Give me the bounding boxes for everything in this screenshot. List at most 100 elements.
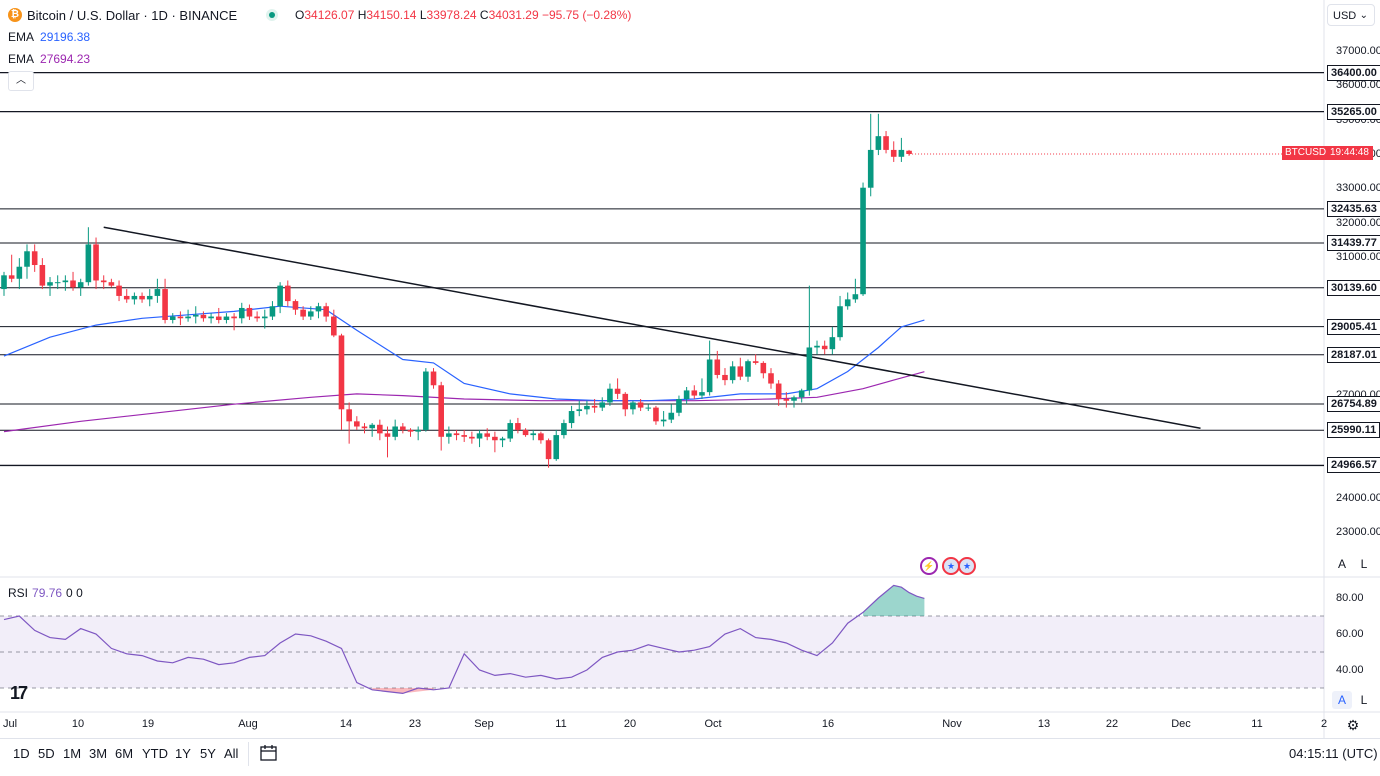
candle-body	[169, 316, 176, 320]
time-axis-label: Nov	[942, 718, 962, 730]
time-axis-label: Dec	[1171, 718, 1191, 730]
timeframe-button-3m[interactable]: 3M	[89, 746, 108, 761]
candle-body	[292, 301, 299, 310]
rsi-auto-scale-button[interactable]: A	[1332, 691, 1352, 709]
candle-body	[215, 316, 222, 320]
candle-body	[177, 316, 184, 319]
candle-body	[246, 307, 253, 317]
candle-body	[668, 412, 675, 420]
candle-body	[139, 295, 145, 300]
rsi-band	[0, 616, 1324, 688]
ohlc-close-label: C	[479, 8, 489, 22]
candle-body	[131, 295, 138, 300]
candle-body	[31, 251, 38, 266]
timeframe-button-5y[interactable]: 5Y	[200, 746, 216, 761]
level-price-tag: 26754.89	[1327, 395, 1380, 412]
candle-body	[8, 275, 15, 279]
price-axis-label: 23000.00	[1336, 526, 1380, 538]
auto-scale-button[interactable]: A	[1337, 557, 1346, 571]
symbol-price-tag: BTCUSD	[1282, 146, 1330, 160]
timeframe-button-1d[interactable]: 1D	[13, 746, 30, 761]
settings-gear-icon[interactable]: ⚙	[1346, 717, 1360, 733]
candle-body	[745, 361, 751, 377]
candle-body	[407, 429, 414, 432]
candle-body	[676, 399, 682, 413]
utc-clock[interactable]: 04:15:11 (UTC)	[1289, 746, 1378, 761]
candle-body	[653, 407, 659, 422]
candle-body	[837, 306, 843, 338]
candle-body	[683, 390, 690, 400]
tradingview-logo[interactable]: 17	[10, 683, 28, 703]
symbol-title[interactable]: Bitcoin / U.S. Dollar · 1D · BINANCE	[27, 8, 238, 23]
ohlc-high-label: H	[357, 8, 367, 22]
trend-line	[103, 226, 1201, 429]
candle-body	[760, 362, 767, 374]
time-axis-label: 10	[71, 718, 85, 730]
timeframe-button-all[interactable]: All	[224, 746, 239, 761]
candle-body	[146, 295, 153, 300]
candle-body	[438, 385, 444, 437]
candle-body	[507, 423, 514, 439]
candle-body	[261, 316, 268, 319]
candle-body	[461, 435, 467, 437]
candle-body	[829, 337, 836, 350]
candle-body	[93, 244, 99, 281]
candle-body	[752, 361, 759, 363]
timeframe-button-5d[interactable]: 5D	[38, 746, 55, 761]
candle-body	[492, 436, 498, 441]
calendar-icon[interactable]	[259, 744, 279, 762]
currency-value: USD	[1333, 10, 1357, 22]
currency-select[interactable]: USD ⌄	[1327, 4, 1375, 26]
log-scale-button[interactable]: L	[1360, 557, 1368, 571]
ema-legend-fast[interactable]: EMA 29196.38	[8, 30, 90, 44]
candle-body	[369, 424, 375, 429]
us-flag-icon[interactable]: ★	[942, 557, 960, 575]
candle-body	[791, 397, 797, 401]
candle-body	[515, 423, 521, 430]
rsi-log-scale-button[interactable]: L	[1360, 693, 1368, 707]
candle-body	[607, 388, 613, 403]
timeframe-button-1y[interactable]: 1Y	[175, 746, 191, 761]
candle-body	[346, 409, 352, 422]
timeframe-button-ytd[interactable]: YTD	[142, 746, 168, 761]
tag-countdown: 19:44:48	[1330, 147, 1369, 158]
candle-body	[568, 411, 575, 424]
rsi-axis-label: 60.00	[1336, 628, 1364, 640]
candle-body	[538, 433, 544, 441]
price-axis-label: 36000.00	[1336, 79, 1380, 92]
candle-body	[484, 433, 491, 437]
candle-body	[645, 407, 652, 409]
candle-body	[630, 402, 636, 410]
candle-body	[62, 280, 69, 283]
time-axis-label: 16	[821, 718, 835, 730]
ohlc-values: O34126.07 H34150.14 L33978.24 C34031.29 …	[295, 8, 631, 22]
timeframe-button-1m[interactable]: 1M	[63, 746, 82, 761]
candle-body	[883, 136, 889, 150]
candle-body	[476, 433, 483, 439]
time-axis-label: 11	[555, 718, 567, 730]
price-axis-label: 24000.00	[1336, 491, 1380, 504]
candle-body	[814, 345, 820, 348]
ema-legend-slow[interactable]: EMA 27694.23	[8, 52, 90, 66]
candle-body	[192, 314, 199, 317]
price-axis-label: 37000.00	[1336, 45, 1380, 57]
rsi-axis-label: 40.00	[1336, 664, 1364, 676]
candle-body	[775, 383, 782, 400]
lightning-icon[interactable]: ⚡	[920, 557, 938, 575]
timeframe-button-6m[interactable]: 6M	[115, 746, 134, 761]
tag-symbol: BTCUSD	[1285, 147, 1327, 158]
rsi-legend[interactable]: RSI 79.76 0 0	[8, 586, 83, 600]
candle-body	[300, 309, 306, 317]
chevron-down-icon: ⌄	[1359, 10, 1368, 21]
candle-body	[54, 282, 61, 284]
time-axis-label: 22	[1105, 718, 1119, 730]
candle-body	[154, 289, 161, 296]
ohlc-low: 33978.24	[426, 8, 477, 22]
candle-body	[614, 388, 621, 394]
candle-body	[806, 347, 813, 391]
rsi-value: 79.76	[32, 586, 63, 600]
chevron-up-icon[interactable]: ︿	[8, 71, 34, 91]
us-flag-icon[interactable]: ★	[958, 557, 976, 575]
price-axis-label: 31000.00	[1336, 251, 1380, 264]
